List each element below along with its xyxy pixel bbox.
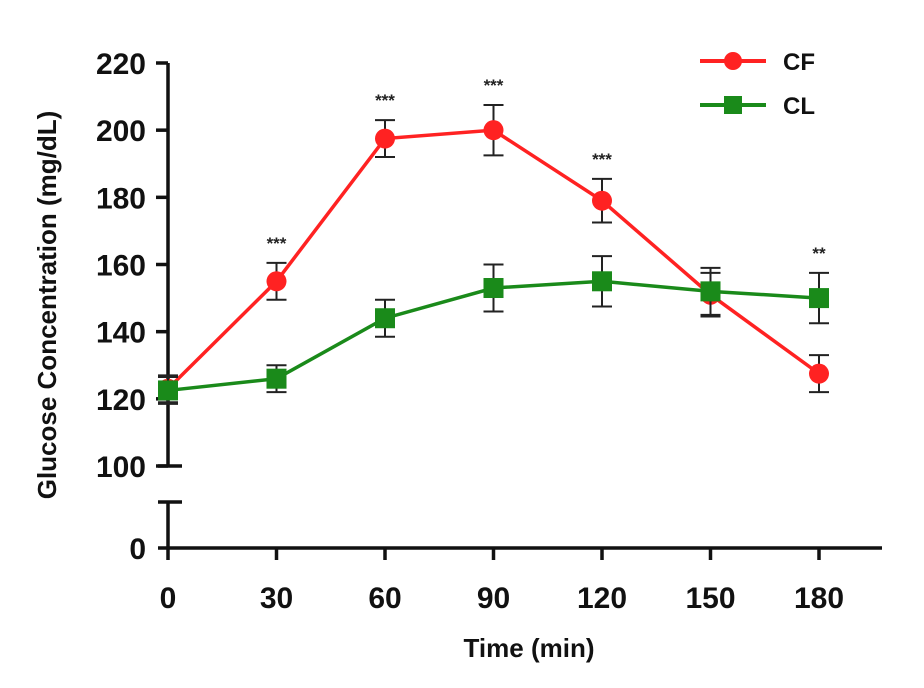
significance-label: *** [267,234,287,253]
x-tick-label: 150 [685,582,735,615]
x-tick-label: 180 [794,582,844,615]
y-tick-label: 100 [96,451,146,484]
cl-point [266,368,287,389]
cl-point [375,308,395,329]
cf-series-line [166,128,821,391]
cf-point [483,120,504,141]
significance-label: *** [592,150,612,169]
series-group [158,103,829,405]
x-tick-label: 30 [260,582,293,615]
x-axis-title: Time (min) [464,633,595,663]
y-tick-label: 180 [96,182,146,215]
x-tick-label: 60 [368,582,401,615]
significance-group: ************** [267,76,826,263]
y-tick-label: 160 [96,250,146,283]
y-axis-title: Glucose Concentration (mg/dL) [32,111,62,500]
x-tick-label: 90 [477,582,510,615]
x-tick-label: 0 [160,582,177,615]
significance-label: ** [812,244,826,263]
y-tick-label: 120 [96,384,146,417]
cl-point [158,380,178,401]
legend-cf-label: CF [783,49,815,76]
cf-point [375,128,395,149]
legend-cf-marker [724,52,742,70]
legend-cl-marker [724,96,742,114]
legend: CF CL [700,49,815,120]
y-tick-label: 140 [96,317,146,350]
cl-point [809,288,829,309]
y-tick-label: 200 [96,115,146,148]
axes [158,63,882,550]
cl-point [700,281,721,302]
y-tick-label-zero: 0 [129,533,146,566]
cf-point [266,271,287,292]
cf-point [592,190,612,211]
cf-point [809,363,829,384]
tick-group: 100 120 140 160 180 200 220 00 30 60 90 120 150 180 [96,48,844,615]
significance-label: *** [375,91,395,110]
legend-cl-label: CL [783,93,815,120]
cl-point [483,278,504,299]
y-tick-label: 220 [96,48,146,81]
cl-point [592,271,612,292]
significance-label: *** [484,76,504,95]
x-tick-label: 120 [577,582,627,615]
